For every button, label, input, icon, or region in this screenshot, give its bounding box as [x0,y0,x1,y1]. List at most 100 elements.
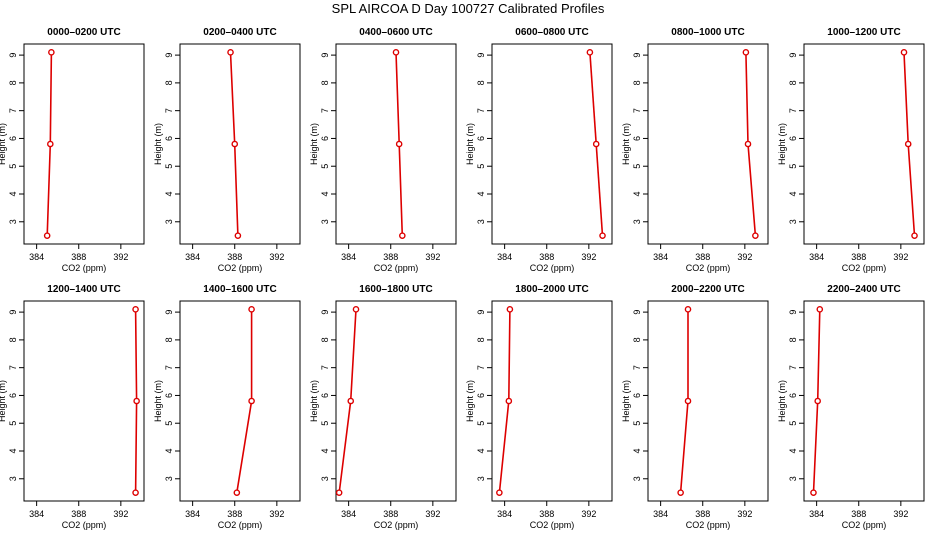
x-tick-label: 384 [497,509,512,519]
x-tick-label: 388 [539,252,554,262]
x-tick-label: 384 [185,509,200,519]
y-tick-label: 9 [320,53,330,58]
plot-frame [491,43,613,245]
data-point [392,49,400,56]
x-axis-label: CO2 (ppm) [218,263,263,273]
plot-frame [491,300,613,502]
y-tick-label: 7 [632,365,642,370]
data-point [816,306,824,313]
x-tick-label: 384 [809,509,824,519]
y-axis-label: Height (m) [621,380,631,422]
data-point [814,397,821,405]
y-tick-label: 6 [8,136,18,141]
y-tick-label: 8 [476,80,486,85]
y-axis-label: Height (m) [465,123,475,165]
y-tick-label: 7 [632,108,642,113]
panel-title: 0000–0200 UTC [47,27,120,38]
panel: 1600–1800 UTC 384 388 392 CO2 (ppm) 3 4 5 6 7 8 9 He… [309,284,457,530]
x-axis-label: CO2 (ppm) [62,520,107,530]
y-tick-label: 3 [320,219,330,224]
y-tick-label: 8 [476,337,486,342]
x-tick-label: 384 [497,252,512,262]
y-tick-label: 6 [320,393,330,398]
panel-title: 1800–2000 UTC [515,284,588,295]
y-tick-label: 8 [632,337,642,342]
x-axis-label: CO2 (ppm) [842,520,887,530]
x-tick-label: 384 [341,509,356,519]
y-tick-label: 7 [320,365,330,370]
x-axis-label: CO2 (ppm) [374,263,419,273]
x-tick-label: 384 [29,509,44,519]
x-tick-label: 392 [737,509,752,519]
y-tick-label: 3 [788,476,798,481]
y-tick-label: 4 [632,448,642,453]
y-tick-label: 5 [788,421,798,426]
panel-title: 1600–1800 UTC [359,284,432,295]
x-tick-label: 392 [893,252,908,262]
data-point [742,49,750,56]
y-tick-label: 8 [788,337,798,342]
panel: 2000–2200 UTC 384 388 392 CO2 (ppm) 3 4 5 6 7 8 9 He… [621,284,769,530]
y-tick-label: 6 [164,136,174,141]
y-axis-label: Height (m) [777,123,787,165]
x-tick-label: 392 [425,252,440,262]
data-point [234,232,242,239]
data-point [132,306,139,313]
data-point [48,49,55,56]
y-tick-label: 8 [8,80,18,85]
data-point [399,232,406,239]
panel-title: 0600–0800 UTC [515,27,588,38]
x-axis-label: CO2 (ppm) [686,520,731,530]
y-axis-label: Height (m) [0,380,7,422]
x-tick-label: 388 [695,509,710,519]
panel-title: 0800–1000 UTC [671,27,744,38]
x-tick-label: 388 [383,509,398,519]
y-tick-label: 4 [476,191,486,196]
y-tick-label: 3 [476,476,486,481]
x-tick-label: 388 [851,252,866,262]
y-tick-label: 8 [8,337,18,342]
x-tick-label: 392 [425,509,440,519]
y-tick-label: 4 [164,448,174,453]
data-point [395,140,403,148]
data-point [900,49,908,56]
plot-frame [23,43,145,245]
y-axis-label: Height (m) [309,123,319,165]
y-tick-label: 6 [476,393,486,398]
x-tick-label: 384 [29,252,44,262]
y-tick-label: 6 [320,136,330,141]
x-tick-label: 392 [269,509,284,519]
plot-frame [647,43,769,245]
y-tick-label: 9 [8,53,18,58]
y-tick-label: 9 [632,53,642,58]
y-tick-label: 9 [164,53,174,58]
panel: 1000–1200 UTC 384 388 392 CO2 (ppm) 3 4 5 6 7 8 9 He… [777,27,925,273]
x-axis-label: CO2 (ppm) [62,263,107,273]
y-tick-label: 8 [788,80,798,85]
y-tick-label: 3 [788,219,798,224]
plot-frame [179,43,301,245]
y-axis-label: Height (m) [153,380,163,422]
panel: 0200–0400 UTC 384 388 392 CO2 (ppm) 3 4 5 6 7 8 9 He… [153,27,301,273]
panel-title: 1400–1600 UTC [203,284,276,295]
x-tick-label: 384 [185,252,200,262]
y-tick-label: 4 [788,191,798,196]
y-tick-label: 9 [320,310,330,315]
y-tick-label: 5 [8,164,18,169]
y-tick-label: 6 [788,136,798,141]
figure-title: SPL AIRCOA D Day 100727 Calibrated Profi… [331,1,605,16]
data-point [810,489,817,496]
data-point [133,397,140,405]
y-tick-label: 7 [788,108,798,113]
y-tick-label: 3 [8,476,18,481]
panel: 0600–0800 UTC 384 388 392 CO2 (ppm) 3 4 5 6 7 8 9 He… [465,27,613,273]
panel-title: 0400–0600 UTC [359,27,432,38]
panel-title: 1200–1400 UTC [47,284,120,295]
y-tick-label: 4 [788,448,798,453]
y-tick-label: 7 [164,365,174,370]
x-tick-label: 384 [809,252,824,262]
data-point [505,397,513,405]
panel: 1200–1400 UTC 384 388 392 CO2 (ppm) 3 4 5 6 7 8 9 He… [0,284,145,530]
x-tick-label: 388 [851,509,866,519]
y-tick-label: 6 [788,393,798,398]
